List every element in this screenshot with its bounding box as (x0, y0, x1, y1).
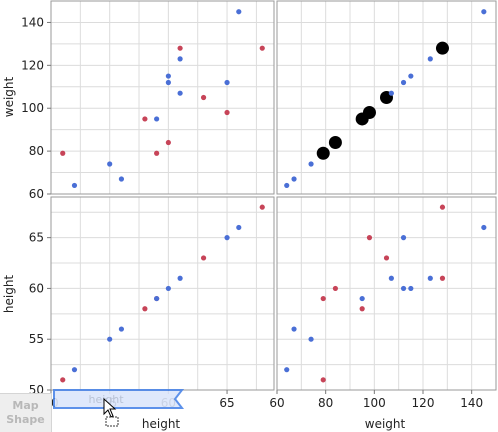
data-point[interactable] (383, 255, 390, 261)
col-title-weight[interactable]: weight (365, 417, 406, 431)
data-point[interactable] (177, 90, 183, 96)
data-point[interactable] (366, 235, 373, 241)
data-point[interactable] (308, 161, 314, 167)
y-tick-label: 120 (21, 58, 44, 72)
data-point[interactable] (165, 139, 171, 146)
map-shape-line2: Shape (6, 413, 45, 426)
data-point[interactable] (200, 94, 207, 101)
data-point[interactable] (359, 295, 365, 302)
data-point[interactable] (439, 275, 446, 281)
y-tick-label: 60 (29, 281, 44, 295)
data-point[interactable] (118, 326, 125, 332)
data-point[interactable] (439, 204, 446, 210)
drag-ghost-label: height (88, 393, 124, 406)
col-title-height[interactable]: height (142, 417, 181, 431)
data-point[interactable] (408, 73, 414, 79)
data-point[interactable] (236, 224, 242, 231)
data-point[interactable] (142, 116, 148, 122)
data-point[interactable] (408, 285, 414, 292)
drag-cursor-icon (103, 397, 119, 427)
data-point[interactable] (107, 161, 113, 167)
data-point[interactable] (200, 255, 207, 261)
y-tick-label: 80 (29, 144, 44, 158)
data-point[interactable] (154, 150, 160, 156)
y-tick-label: 140 (21, 15, 44, 29)
data-point[interactable] (481, 9, 487, 15)
x-tick-label: 80 (318, 396, 333, 410)
data-point[interactable] (60, 377, 66, 383)
data-point[interactable] (308, 336, 314, 342)
selected-data-point[interactable] (435, 41, 449, 55)
panel-frame (50, 0, 275, 195)
row-title-weight[interactable]: weight (2, 76, 16, 117)
selected-data-point[interactable] (328, 136, 342, 150)
data-point[interactable] (224, 109, 230, 116)
data-point[interactable] (427, 56, 433, 62)
data-point[interactable] (224, 235, 230, 241)
data-point[interactable] (320, 377, 326, 383)
data-point[interactable] (165, 285, 171, 292)
drag-ghost: height (53, 389, 185, 409)
data-point[interactable] (332, 285, 338, 292)
data-point[interactable] (400, 285, 407, 292)
data-point[interactable] (60, 150, 66, 156)
data-point[interactable] (400, 79, 407, 86)
map-shape-line1: Map (12, 399, 39, 412)
row-title-height[interactable]: height (2, 275, 16, 314)
data-point[interactable] (388, 275, 394, 281)
data-point[interactable] (224, 79, 230, 86)
data-point[interactable] (236, 9, 242, 15)
data-point[interactable] (165, 79, 171, 86)
data-point[interactable] (481, 224, 487, 231)
data-point[interactable] (177, 275, 183, 281)
panel-frame (276, 0, 497, 195)
data-point[interactable] (259, 204, 265, 210)
data-point[interactable] (320, 295, 326, 302)
data-point[interactable] (142, 306, 148, 312)
x-tick-label: 120 (412, 396, 435, 410)
x-tick-label: 140 (460, 396, 483, 410)
y-tick-label: 55 (29, 332, 44, 346)
data-point[interactable] (154, 295, 160, 302)
x-tick-label: 100 (363, 396, 386, 410)
data-point[interactable] (118, 176, 125, 182)
data-point[interactable] (284, 182, 290, 189)
data-point[interactable] (291, 176, 297, 182)
selected-data-point[interactable] (362, 106, 376, 120)
data-point[interactable] (165, 73, 171, 79)
data-point[interactable] (177, 56, 183, 62)
x-tick-label: 65 (219, 396, 234, 410)
panel-frame (276, 196, 497, 391)
data-point[interactable] (359, 306, 365, 312)
data-point[interactable] (177, 45, 183, 51)
data-point[interactable] (291, 326, 297, 332)
y-tick-label: 65 (29, 231, 44, 245)
data-point[interactable] (107, 336, 113, 342)
data-point[interactable] (259, 45, 265, 51)
selected-data-point[interactable] (316, 146, 330, 160)
data-point[interactable] (154, 116, 160, 122)
data-point[interactable] (400, 235, 407, 241)
y-tick-label: 60 (29, 187, 44, 201)
data-point[interactable] (284, 367, 290, 373)
data-point[interactable] (71, 367, 78, 373)
map-shape-drop-zone[interactable]: Map Shape (0, 393, 52, 432)
x-tick-label: 60 (269, 396, 284, 410)
y-tick-label: 100 (21, 101, 44, 115)
data-point[interactable] (388, 90, 394, 96)
data-point[interactable] (427, 275, 433, 281)
data-point[interactable] (71, 182, 78, 189)
